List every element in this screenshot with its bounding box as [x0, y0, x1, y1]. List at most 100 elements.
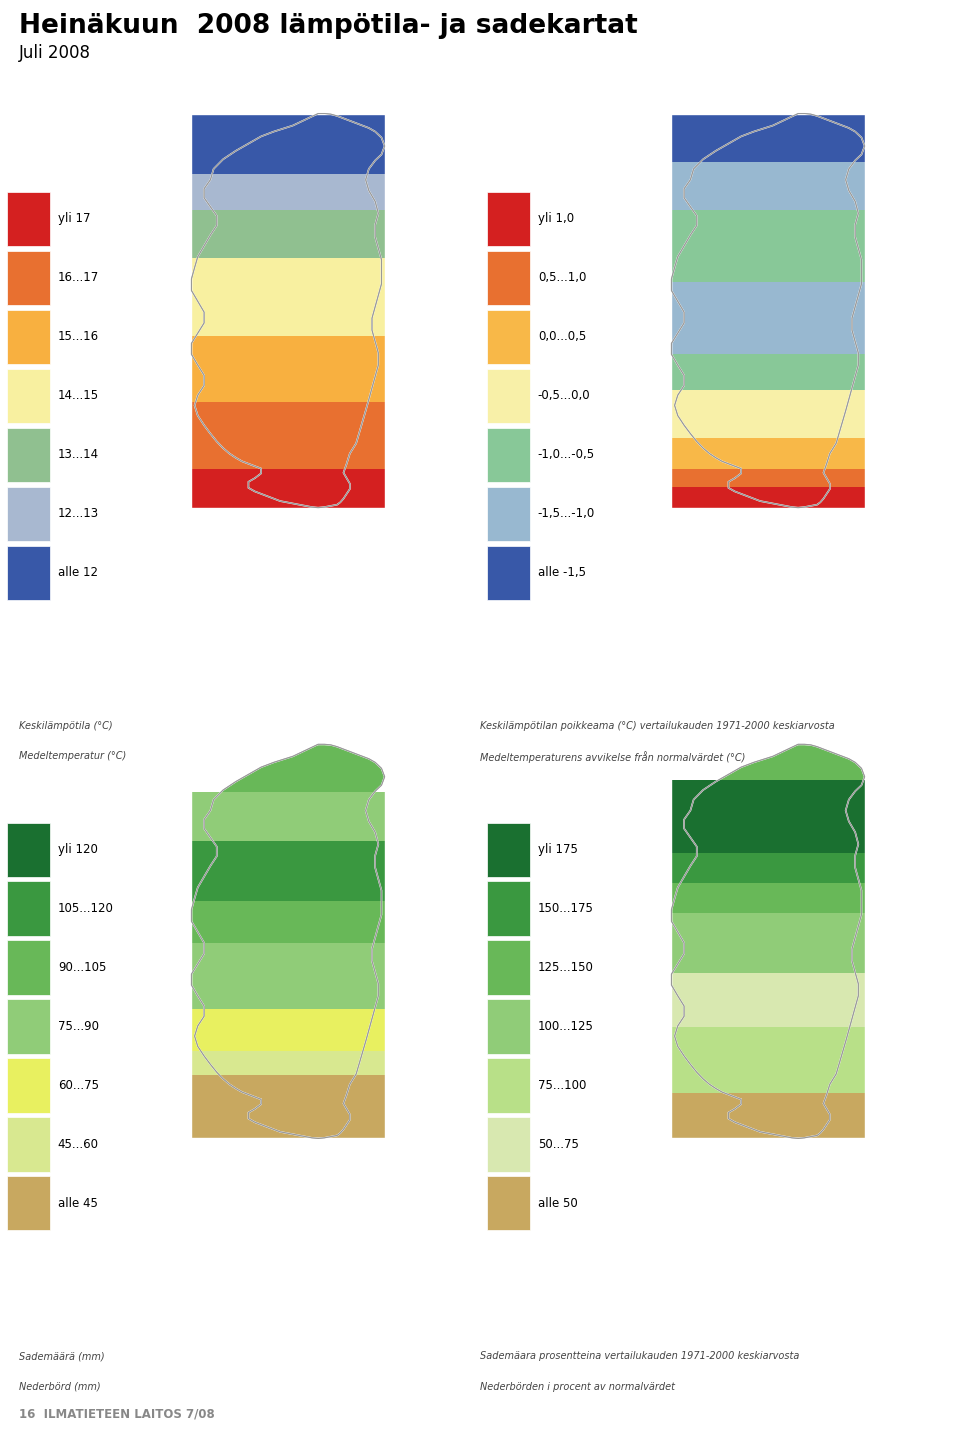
- Text: Medeltemperatur (°C): Medeltemperatur (°C): [19, 751, 127, 761]
- Polygon shape: [614, 507, 931, 703]
- Polygon shape: [671, 744, 865, 1138]
- Bar: [614, 780, 931, 853]
- Text: 105...120: 105...120: [58, 902, 113, 915]
- Bar: [487, 428, 530, 481]
- Text: Sademäärä (mm): Sademäärä (mm): [19, 1351, 105, 1362]
- Bar: [134, 384, 451, 468]
- Text: 150...175: 150...175: [538, 902, 593, 915]
- Bar: [487, 368, 530, 423]
- Bar: [134, 149, 451, 210]
- Text: Heinäkuun  2008 lämpötila- ja sadekartat: Heinäkuun 2008 lämpötila- ja sadekartat: [19, 13, 638, 39]
- Text: -0,5...0,0: -0,5...0,0: [538, 389, 590, 402]
- Bar: [487, 191, 530, 246]
- Bar: [487, 1176, 530, 1231]
- Text: Keskilämpötilan poikkeama (°C) vertailukauden 1971-2000 keskiarvosta: Keskilämpötilan poikkeama (°C) vertailuk…: [480, 721, 835, 731]
- Text: 125...150: 125...150: [538, 961, 593, 974]
- Bar: [487, 545, 530, 600]
- Polygon shape: [385, 732, 451, 1334]
- Polygon shape: [865, 102, 931, 703]
- Bar: [134, 186, 451, 258]
- Bar: [134, 828, 451, 942]
- Bar: [134, 1076, 451, 1138]
- Text: 13...14: 13...14: [58, 448, 99, 461]
- Polygon shape: [385, 102, 451, 703]
- Text: -1,5...-1,0: -1,5...-1,0: [538, 507, 595, 521]
- Bar: [487, 941, 530, 995]
- Bar: [487, 310, 530, 364]
- Bar: [7, 1118, 50, 1172]
- Bar: [134, 110, 451, 174]
- Bar: [7, 1058, 50, 1112]
- Bar: [614, 998, 931, 1093]
- Bar: [614, 390, 931, 507]
- Bar: [7, 191, 50, 246]
- Bar: [7, 487, 50, 541]
- Text: 15...16: 15...16: [58, 331, 99, 344]
- Polygon shape: [191, 744, 385, 1138]
- Polygon shape: [614, 732, 931, 744]
- Text: alle -1,5: alle -1,5: [538, 566, 586, 579]
- Bar: [7, 545, 50, 600]
- Text: alle 12: alle 12: [58, 566, 98, 579]
- Bar: [614, 828, 931, 914]
- Bar: [7, 1176, 50, 1231]
- Text: 75...100: 75...100: [538, 1079, 587, 1092]
- Bar: [134, 792, 451, 864]
- Text: yli 17: yli 17: [58, 212, 90, 225]
- Text: yli 175: yli 175: [538, 842, 578, 856]
- Bar: [7, 999, 50, 1054]
- Text: alle 45: alle 45: [58, 1196, 98, 1209]
- Bar: [614, 110, 931, 162]
- Text: Nederbörden i procent av normalvärdet: Nederbörden i procent av normalvärdet: [480, 1382, 675, 1392]
- Bar: [614, 468, 931, 508]
- Polygon shape: [134, 1138, 451, 1334]
- Text: Medeltemperaturens avvikelse från normalvärdet (°C): Medeltemperaturens avvikelse från normal…: [480, 751, 745, 763]
- Polygon shape: [614, 732, 671, 1334]
- Bar: [614, 877, 931, 973]
- Bar: [614, 438, 931, 507]
- Polygon shape: [134, 732, 451, 744]
- Bar: [614, 948, 931, 1027]
- Text: yli 1,0: yli 1,0: [538, 212, 574, 225]
- Text: Sademäara prosentteina vertailukauden 1971-2000 keskiarvosta: Sademäara prosentteina vertailukauden 19…: [480, 1351, 800, 1362]
- Text: 50...75: 50...75: [538, 1138, 579, 1151]
- Polygon shape: [865, 732, 931, 1334]
- Bar: [134, 900, 451, 1009]
- Bar: [134, 973, 451, 1051]
- Bar: [7, 941, 50, 995]
- Text: 90...105: 90...105: [58, 961, 107, 974]
- Bar: [614, 354, 931, 463]
- Bar: [7, 882, 50, 935]
- Text: 0,0...0,5: 0,0...0,5: [538, 331, 586, 344]
- Bar: [134, 1021, 451, 1138]
- Text: 14...15: 14...15: [58, 389, 99, 402]
- Bar: [7, 310, 50, 364]
- Text: Nederbörd (mm): Nederbörd (mm): [19, 1382, 101, 1392]
- Polygon shape: [671, 113, 865, 507]
- Polygon shape: [134, 102, 191, 703]
- Bar: [134, 318, 451, 403]
- Polygon shape: [614, 102, 931, 113]
- Bar: [614, 487, 931, 508]
- Polygon shape: [614, 1138, 931, 1334]
- Polygon shape: [134, 102, 451, 113]
- Bar: [7, 368, 50, 423]
- Bar: [487, 1118, 530, 1172]
- Text: alle 50: alle 50: [538, 1196, 578, 1209]
- Polygon shape: [191, 113, 385, 507]
- Text: 0,5...1,0: 0,5...1,0: [538, 271, 587, 284]
- Text: 60...75: 60...75: [58, 1079, 99, 1092]
- Bar: [614, 805, 931, 883]
- Bar: [487, 251, 530, 304]
- Text: 100...125: 100...125: [538, 1019, 593, 1032]
- Bar: [134, 233, 451, 336]
- Text: yli 120: yli 120: [58, 842, 98, 856]
- Bar: [487, 487, 530, 541]
- Text: 16...17: 16...17: [58, 271, 99, 284]
- Polygon shape: [134, 732, 191, 1334]
- Bar: [7, 428, 50, 481]
- Bar: [487, 822, 530, 877]
- Bar: [134, 451, 451, 507]
- Bar: [614, 1076, 931, 1138]
- Text: -1,0...-0,5: -1,0...-0,5: [538, 448, 595, 461]
